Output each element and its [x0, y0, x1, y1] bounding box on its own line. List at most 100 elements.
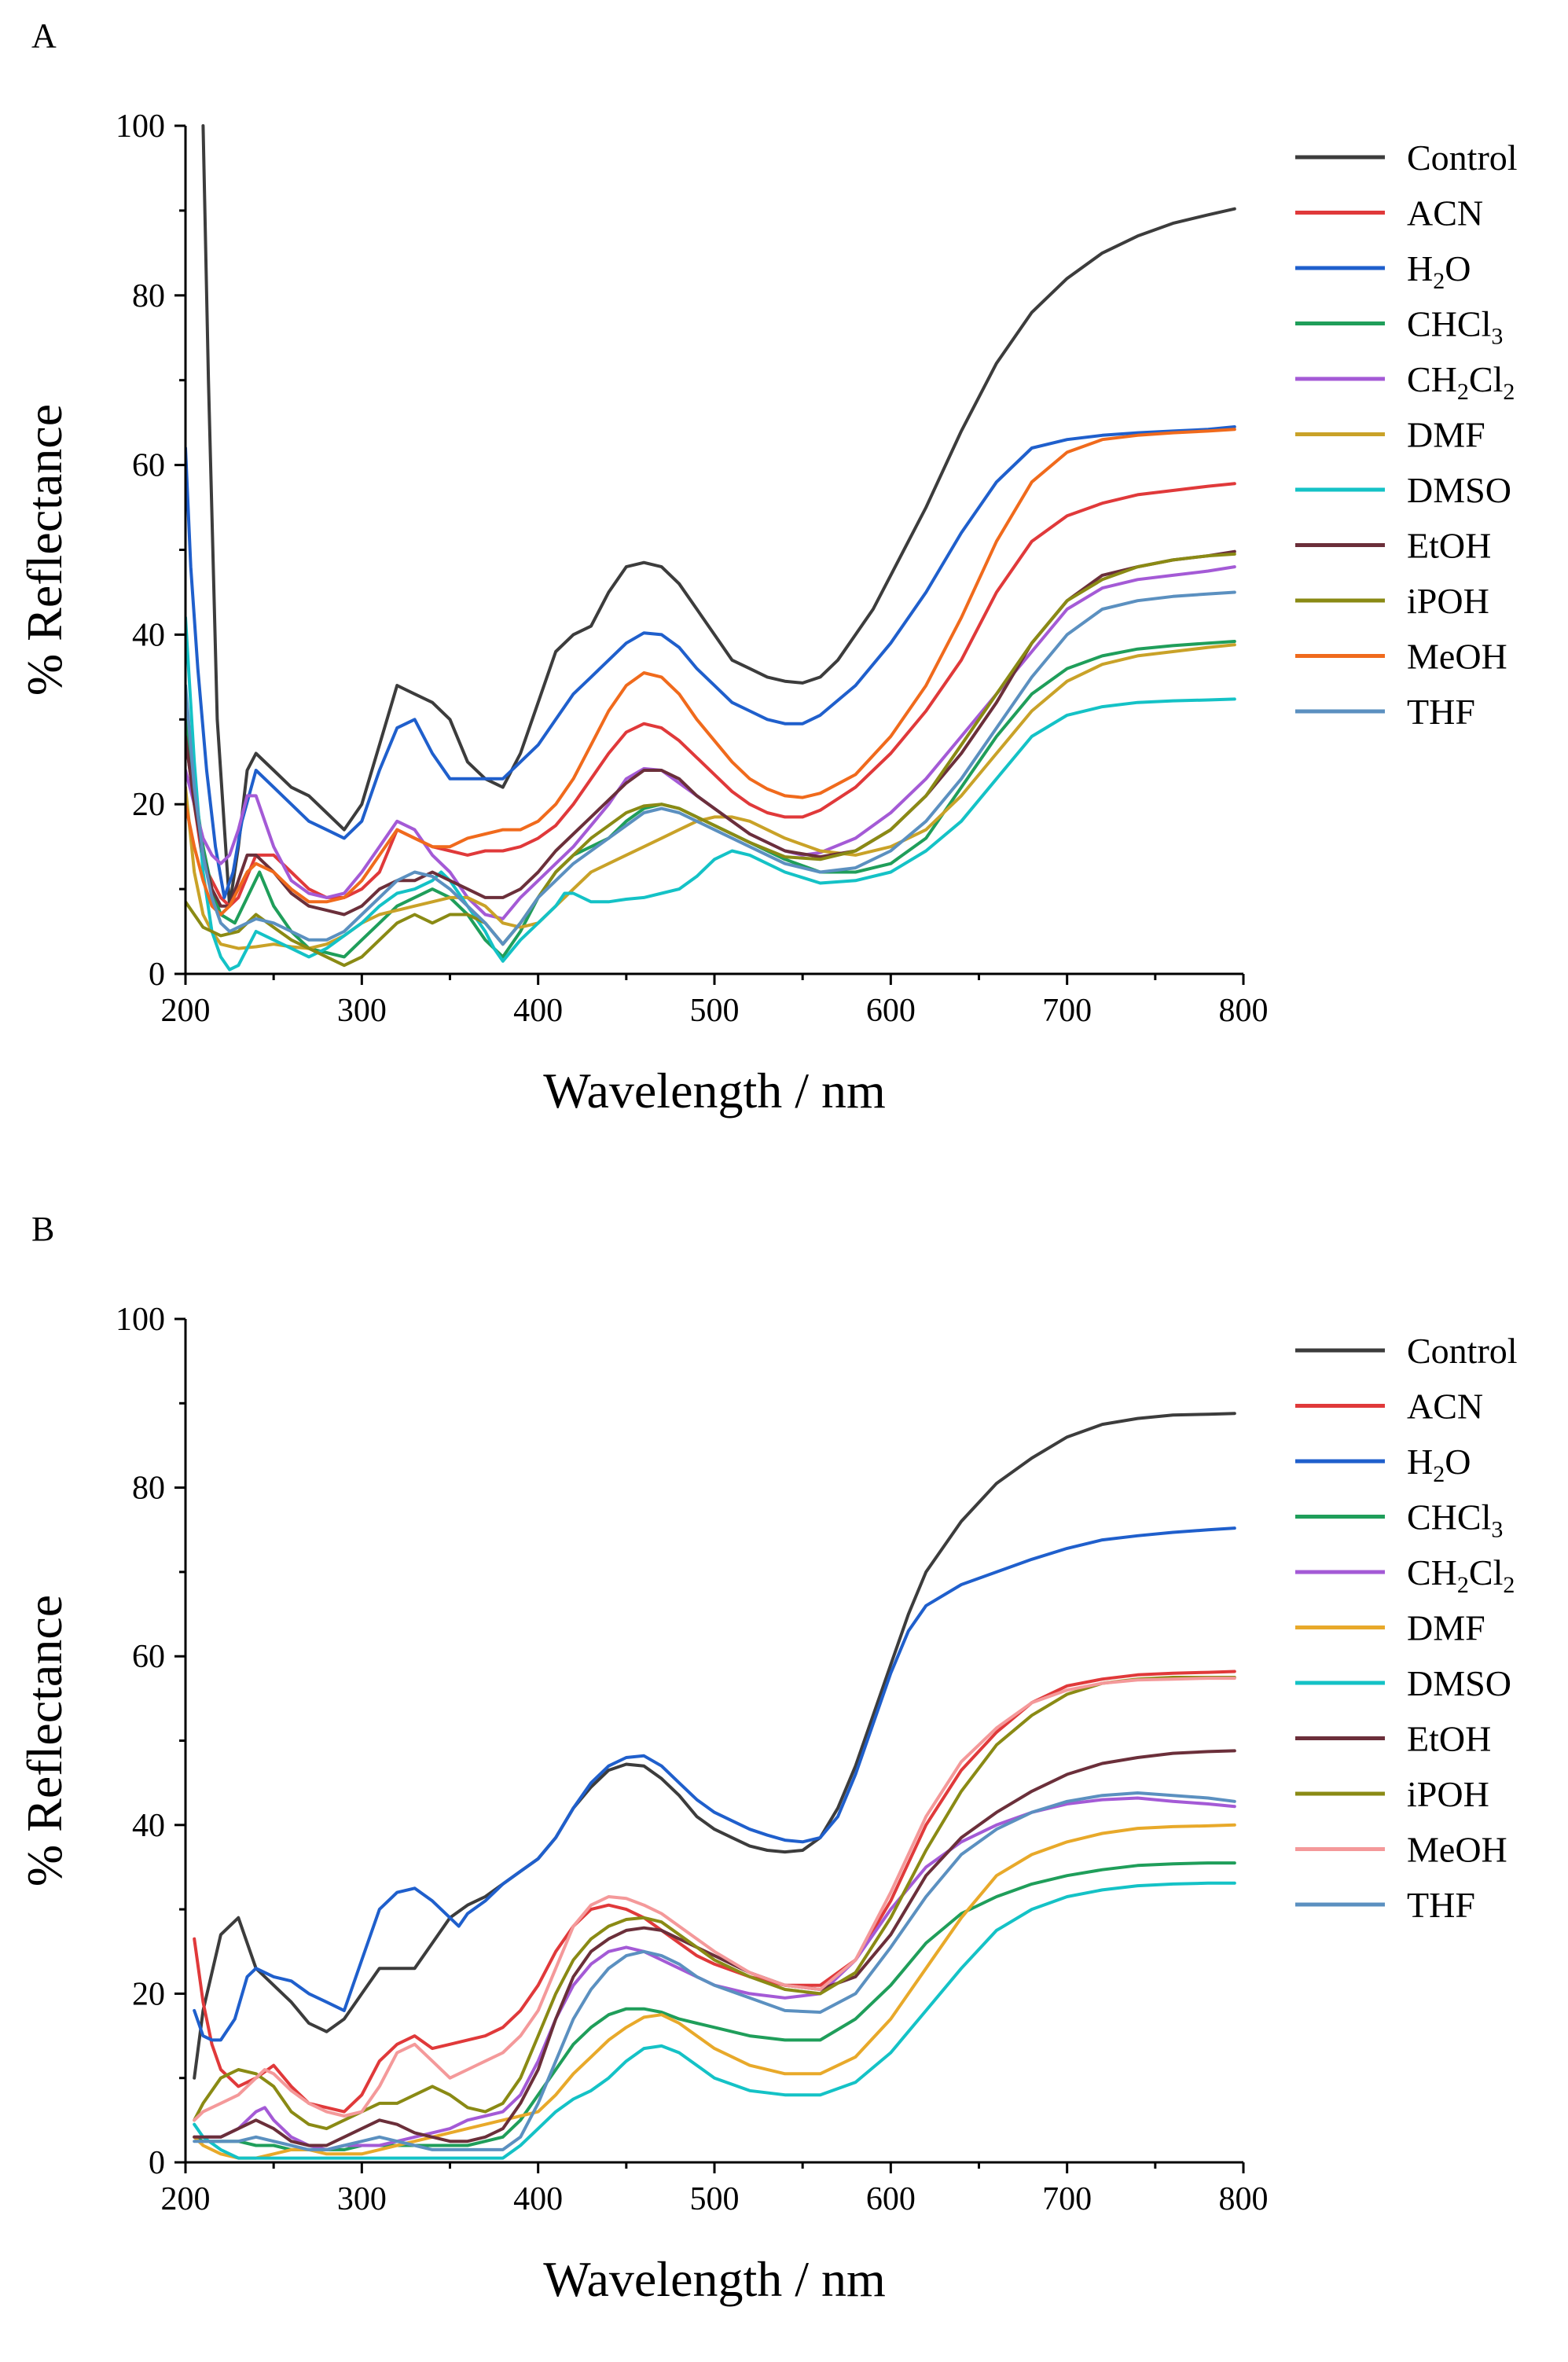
legend-item: EtOH [1295, 526, 1491, 566]
legend-label: Control [1407, 1331, 1518, 1371]
legend-label-text: MeOH [1407, 1830, 1507, 1870]
x-tick-label: 500 [690, 2181, 740, 2217]
legend-label-subscript: 2 [1433, 268, 1445, 294]
legend-item: CH2Cl2 [1295, 1552, 1515, 1598]
y-axis-label: % Reflectance [17, 404, 72, 696]
series-line-h2o [193, 1526, 1236, 2042]
legend-label-text: iPOH [1407, 1774, 1489, 1814]
legend-label-subscript: 2 [1503, 379, 1515, 405]
legend-label-text: DMF [1407, 1608, 1485, 1648]
legend-label-text: H [1407, 1442, 1433, 1482]
legend-label-text: EtOH [1407, 526, 1491, 566]
legend-label: H2O [1407, 248, 1471, 294]
legend-label-text: CH [1407, 359, 1457, 399]
x-tick-label: 200 [161, 993, 211, 1029]
legend-item: ACN [1295, 193, 1483, 233]
x-axis-label: Wavelength / nm [543, 1063, 886, 1119]
legend-item: H2O [1295, 1442, 1471, 1487]
series-line-dmf [193, 1823, 1236, 2160]
legend-label-text: iPOH [1407, 581, 1489, 621]
legend-label-text: H [1407, 248, 1433, 288]
legend-item: CHCl3 [1295, 304, 1503, 350]
x-tick-label: 400 [513, 993, 563, 1029]
y-tick-label: 0 [149, 2145, 165, 2181]
legend-label: MeOH [1407, 637, 1507, 677]
legend-label: DMSO [1407, 470, 1511, 510]
y-tick-label: 80 [132, 278, 165, 314]
x-tick-label: 500 [690, 993, 740, 1029]
legend-item: Control [1295, 1331, 1518, 1371]
legend-item: DMF [1295, 415, 1485, 455]
legend-label-text: DMF [1407, 415, 1485, 455]
legend-item: MeOH [1295, 637, 1507, 677]
series-line-ipoh [193, 1676, 1236, 2131]
legend-item: THF [1295, 1885, 1475, 1925]
series-line-control [201, 124, 1236, 908]
legend-item: H2O [1295, 248, 1471, 294]
legend-label: EtOH [1407, 526, 1491, 566]
legend-item: THF [1295, 692, 1475, 732]
y-tick-label: 60 [132, 1639, 165, 1675]
series-line-acn [185, 482, 1236, 908]
series-line-ch2cl2 [185, 565, 1236, 920]
legend-label-text: Cl [1469, 1552, 1503, 1592]
legend-label-text: O [1445, 248, 1471, 288]
legend-item: iPOH [1295, 581, 1489, 621]
y-tick-label: 60 [132, 448, 165, 484]
legend-label-text: ACN [1407, 193, 1483, 233]
legend-item: DMSO [1295, 470, 1511, 510]
series-group [185, 124, 1236, 972]
legend-item: MeOH [1295, 1830, 1507, 1870]
legend-label-text: CH [1407, 1552, 1457, 1592]
series-line-dmso [193, 1881, 1236, 2160]
series-group [193, 1412, 1236, 2160]
legend-label-text: DMSO [1407, 1663, 1511, 1703]
legend-label-text: EtOH [1407, 1719, 1491, 1759]
legend-item: CHCl3 [1295, 1497, 1503, 1543]
legend-label-text: MeOH [1407, 637, 1507, 677]
legend-label-subscript: 3 [1491, 324, 1503, 350]
series-line-ipoh [185, 552, 1236, 968]
legend: ControlACNH2OCHCl3CH2Cl2DMFDMSOEtOHiPOHM… [1295, 1331, 1518, 1925]
series-line-chcl3 [185, 640, 1236, 959]
x-tick-label: 300 [337, 2181, 387, 2217]
legend-label-subscript: 2 [1503, 1572, 1515, 1598]
legend-label-subscript: 3 [1491, 1517, 1503, 1543]
series-line-thf [193, 1791, 1236, 2151]
legend-item: CH2Cl2 [1295, 359, 1515, 405]
y-tick-label: 40 [132, 617, 165, 653]
legend-label: ACN [1407, 193, 1483, 233]
legend-label-text: Control [1407, 138, 1518, 178]
legend-label-subscript: 2 [1457, 379, 1469, 405]
x-tick-label: 800 [1219, 2181, 1269, 2217]
legend-label: THF [1407, 692, 1475, 732]
legend-label: H2O [1407, 1442, 1471, 1487]
series-line-dmf [185, 643, 1236, 950]
y-tick-label: 0 [149, 957, 165, 993]
x-tick-label: 400 [513, 2181, 563, 2217]
x-tick-label: 700 [1042, 993, 1092, 1029]
x-tick-label: 600 [866, 993, 916, 1029]
legend-label: CHCl3 [1407, 1497, 1503, 1543]
x-tick-label: 600 [866, 2181, 916, 2217]
legend-label: CHCl3 [1407, 304, 1503, 350]
legend-label-text: O [1445, 1442, 1471, 1482]
x-tick-label: 700 [1042, 2181, 1092, 2217]
legend-item: EtOH [1295, 1719, 1491, 1759]
legend-item: iPOH [1295, 1774, 1489, 1814]
legend-label: ACN [1407, 1387, 1483, 1427]
series-line-h2o [185, 425, 1236, 899]
legend: ControlACNH2OCHCl3CH2Cl2DMFDMSOEtOHiPOHM… [1295, 138, 1518, 732]
legend-label-text: THF [1407, 692, 1475, 732]
legend-label: DMF [1407, 1608, 1485, 1648]
legend-label-text: THF [1407, 1885, 1475, 1925]
y-tick-label: 100 [116, 1302, 165, 1338]
series-line-control [193, 1412, 1236, 2080]
panel-letter: B [31, 1210, 54, 1248]
series-line-meoh [193, 1677, 1236, 2122]
panel-letter: A [31, 17, 57, 55]
legend-label: CH2Cl2 [1407, 1552, 1515, 1598]
legend-label: CH2Cl2 [1407, 359, 1515, 405]
x-tick-label: 300 [337, 993, 387, 1029]
